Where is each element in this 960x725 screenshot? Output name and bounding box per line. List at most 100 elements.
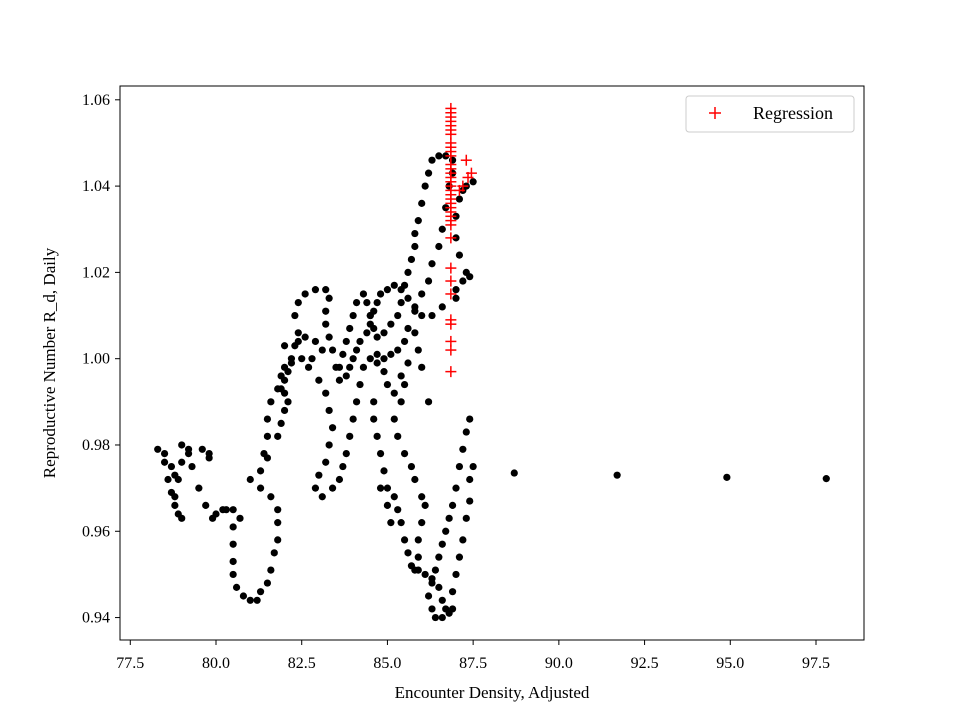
- x-tick: 95.0: [716, 640, 744, 672]
- data-point: [311, 484, 320, 492]
- data-point: [448, 605, 457, 613]
- data-point: [390, 415, 398, 423]
- data-point: [171, 471, 179, 479]
- data-point: [400, 380, 409, 389]
- plot-area: [120, 86, 864, 640]
- data-point: [418, 199, 426, 207]
- regression-point: [445, 232, 457, 244]
- data-point: [198, 445, 206, 453]
- data-point: [229, 506, 237, 514]
- data-point: [352, 298, 361, 307]
- data-point: [390, 389, 398, 397]
- data-point: [349, 355, 357, 363]
- data-point: [380, 368, 388, 376]
- data-point: [452, 286, 460, 294]
- data-point: [414, 536, 422, 544]
- data-point: [263, 579, 272, 587]
- data-point: [435, 152, 443, 160]
- x-tick-label: 82.5: [288, 655, 316, 672]
- data-point: [383, 286, 392, 294]
- data-point: [404, 359, 412, 367]
- data-point: [466, 497, 474, 505]
- data-point: [280, 376, 289, 384]
- x-tick: 87.5: [459, 640, 487, 672]
- data-point: [339, 462, 347, 471]
- data-point: [263, 454, 272, 462]
- data-point: [291, 311, 299, 320]
- data-point: [376, 450, 385, 458]
- x-tick: 82.5: [288, 640, 316, 672]
- x-tick-label: 92.5: [631, 655, 659, 672]
- regression-point: [445, 275, 457, 287]
- regression-point: [445, 366, 457, 378]
- data-point: [421, 570, 429, 579]
- data-point: [280, 342, 289, 350]
- y-tick-label: 1.00: [82, 351, 110, 368]
- data-point: [308, 355, 316, 363]
- data-point: [394, 506, 402, 514]
- data-point: [411, 566, 419, 574]
- data-point: [171, 501, 179, 509]
- data-point: [363, 329, 371, 337]
- data-point: [267, 493, 275, 501]
- data-point: [232, 583, 241, 591]
- data-point: [246, 596, 254, 604]
- data-point: [428, 579, 436, 587]
- data-point: [352, 346, 361, 354]
- data-point: [274, 432, 282, 440]
- data-point: [462, 428, 470, 436]
- data-point: [376, 290, 385, 298]
- data-point: [322, 320, 330, 328]
- data-point: [411, 475, 419, 484]
- data-point: [380, 355, 388, 363]
- data-point: [380, 467, 388, 475]
- data-point: [438, 540, 446, 548]
- data-point: [459, 536, 467, 544]
- data-point: [287, 359, 296, 367]
- data-point: [387, 519, 395, 527]
- data-point: [277, 419, 285, 428]
- data-point: [424, 592, 433, 600]
- data-point: [274, 519, 282, 527]
- x-tick-label: 90.0: [545, 655, 573, 672]
- y-tick: 0.94: [82, 610, 120, 627]
- data-point: [424, 169, 433, 177]
- data-point: [414, 553, 422, 561]
- data-point: [428, 156, 436, 164]
- data-point: [459, 277, 467, 285]
- data-point: [342, 337, 350, 346]
- data-point: [366, 355, 374, 363]
- data-point: [411, 307, 419, 315]
- data-point: [274, 506, 282, 514]
- data-point: [311, 337, 320, 346]
- data-point: [466, 415, 474, 423]
- data-point: [363, 298, 371, 307]
- data-point: [328, 424, 337, 432]
- data-point: [178, 441, 186, 449]
- data-point: [394, 311, 402, 320]
- data-point: [414, 217, 422, 225]
- data-point: [421, 182, 429, 190]
- data-point: [256, 588, 265, 596]
- y-axis-ticks: 0.94 0.96 0.98 1.00 1.02 1.04 1.06: [82, 92, 120, 627]
- y-axis-label: Reproductive Number R_d, Daily: [40, 247, 59, 478]
- data-point: [277, 385, 285, 393]
- x-tick-label: 97.5: [802, 655, 830, 672]
- data-point: [387, 320, 395, 328]
- data-point: [167, 462, 176, 471]
- data-point: [418, 493, 426, 501]
- data-point: [315, 376, 323, 384]
- x-tick-label: 85.0: [373, 655, 401, 672]
- data-point: [322, 458, 330, 466]
- data-point: [400, 281, 409, 289]
- data-point: [370, 324, 378, 333]
- data-point: [387, 350, 395, 358]
- data-point: [418, 290, 426, 298]
- data-point: [383, 484, 392, 492]
- data-point: [397, 298, 405, 307]
- data-point: [253, 596, 261, 604]
- data-point: [346, 432, 354, 440]
- data-point: [256, 484, 265, 492]
